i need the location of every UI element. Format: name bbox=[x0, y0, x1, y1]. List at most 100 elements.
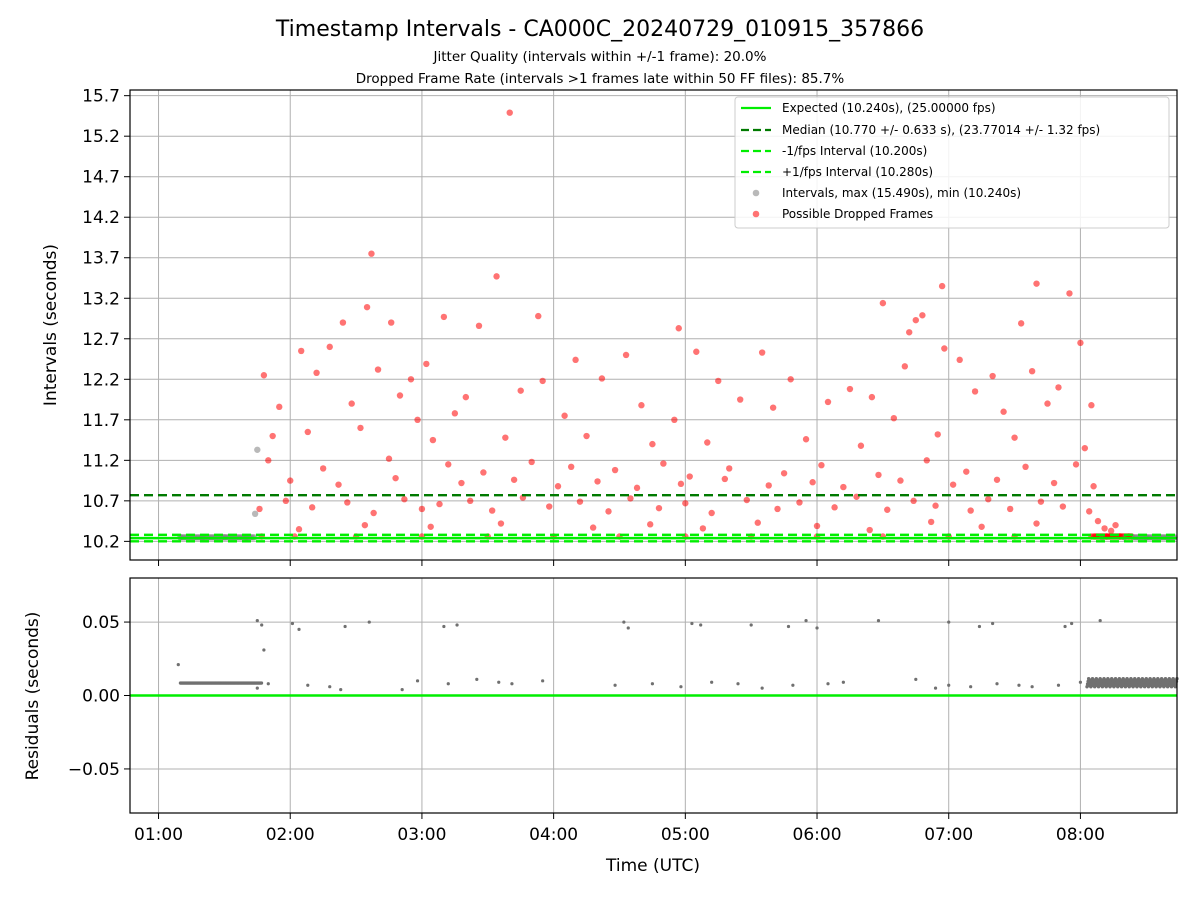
undefined-series-1-point bbox=[971, 388, 979, 395]
undefined-xtick-label: 04:00 bbox=[529, 825, 578, 845]
undefined-series-0-point bbox=[710, 680, 714, 684]
undefined-series-0-point bbox=[914, 677, 918, 681]
undefined-series-1-point bbox=[1037, 498, 1045, 505]
undefined-series-1-point bbox=[866, 526, 873, 534]
undefined-series-0-point bbox=[297, 627, 301, 632]
undefined-series-1-point bbox=[467, 497, 474, 505]
undefined-series-1-point bbox=[840, 483, 847, 491]
undefined-series-1-point bbox=[627, 495, 634, 502]
undefined-series-1-point bbox=[361, 521, 369, 529]
undefined-series-1-point bbox=[1033, 280, 1040, 287]
undefined-series-0-point bbox=[254, 446, 261, 453]
undefined-xtick-label: 01:00 bbox=[134, 825, 183, 845]
undefined-series-1-point bbox=[1066, 290, 1073, 297]
undefined-series-1-point bbox=[638, 402, 645, 409]
undefined-series-1-point bbox=[1033, 520, 1040, 527]
undefined-series-1-point bbox=[726, 465, 733, 472]
undefined-series-1-point bbox=[1088, 402, 1095, 409]
undefined-series-1-point bbox=[401, 496, 408, 503]
undefined-series-1-point bbox=[1081, 444, 1089, 452]
undefined-series-1-point bbox=[304, 428, 311, 436]
undefined-series-1-point bbox=[475, 322, 483, 330]
undefined-series-0-point bbox=[876, 618, 881, 623]
undefined-series-1-point bbox=[1107, 527, 1115, 535]
undefined-series-1-point bbox=[993, 476, 1001, 483]
undefined-series-1-point bbox=[754, 519, 761, 526]
undefined-series-1-point bbox=[704, 439, 711, 446]
undefined-series-1-point bbox=[414, 416, 421, 424]
undefined-series-1-point bbox=[787, 376, 794, 383]
undefined-series-1-point bbox=[480, 469, 487, 476]
undefined-series-1-point bbox=[589, 524, 597, 531]
residuals-points bbox=[176, 618, 1179, 692]
undefined-series-0-point bbox=[266, 682, 270, 686]
undefined-series-0-point bbox=[1017, 683, 1021, 687]
undefined-series-1-point bbox=[539, 377, 546, 385]
undefined-series-1-point bbox=[682, 500, 689, 507]
legend: Expected (10.240s), (25.00000 fps) Media… bbox=[734, 96, 1170, 229]
undefined-series-1-point bbox=[1055, 384, 1062, 391]
undefined-series-0-point bbox=[1063, 624, 1067, 629]
undefined-series-1-point bbox=[941, 345, 948, 352]
undefined-series-0-point bbox=[991, 621, 995, 626]
undefined-series-0-point bbox=[977, 624, 982, 629]
undefined-series-0-point bbox=[786, 624, 791, 629]
residuals-baseline-point bbox=[259, 681, 264, 685]
undefined-series-1-point bbox=[912, 316, 919, 324]
undefined-series-0-point bbox=[622, 620, 626, 624]
intervals-plot: 10.2 10.7 11.2 11.7 12.2 12.7 13.2 13.7 14.2 14.7… bbox=[41, 87, 1178, 566]
undefined-series-1-point bbox=[708, 509, 715, 517]
undefined-series-1-point bbox=[276, 403, 283, 411]
undefined-series-0-point bbox=[343, 624, 347, 629]
legend-median-label: Median (10.770 +/- 0.633 s), (23.77014 +… bbox=[782, 123, 1100, 137]
undefined-series-1-point bbox=[1101, 525, 1108, 532]
undefined-series-0-point bbox=[969, 685, 973, 689]
undefined-series-1-point bbox=[308, 504, 316, 511]
undefined-series-1-point bbox=[868, 393, 876, 401]
undefined-series-1-point bbox=[677, 480, 685, 488]
undefined-series-1-point bbox=[561, 412, 568, 419]
undefined-series-1-point bbox=[535, 312, 542, 320]
undefined-series-1-point bbox=[934, 431, 941, 438]
undefined-series-1-point bbox=[910, 497, 917, 505]
undefined-series-1-point bbox=[769, 404, 777, 411]
undefined-series-1-point bbox=[897, 477, 904, 484]
undefined-series-1-point bbox=[298, 347, 305, 355]
undefined-series-1-point bbox=[396, 392, 404, 399]
undefined-series-1-point bbox=[357, 424, 364, 432]
undefined-series-0-point bbox=[826, 682, 830, 686]
undefined-series-1-point bbox=[319, 465, 327, 472]
x-axis-label: Time (UTC) bbox=[605, 856, 700, 876]
undefined-series-0-point bbox=[260, 623, 264, 627]
residuals-ticks: 0.05 0.00 −0.05 01:00 02:00 03:00 04:00 05:00 06… bbox=[68, 613, 1105, 845]
undefined-series-1-point bbox=[671, 416, 678, 424]
undefined-series-1-point bbox=[989, 372, 996, 380]
undefined-series-1-point bbox=[622, 351, 630, 359]
undefined-series-0-point bbox=[760, 686, 764, 690]
undefined-ytick-label: 15.7 bbox=[82, 87, 120, 107]
undefined-series-1-point bbox=[879, 299, 887, 307]
undefined-xtick-label: 08:00 bbox=[1056, 825, 1105, 845]
undefined-series-1-point bbox=[429, 436, 437, 444]
undefined-ytick-label: −0.05 bbox=[68, 760, 120, 780]
undefined-series-1-point bbox=[1072, 461, 1080, 468]
undefined-xtick-label: 06:00 bbox=[793, 825, 842, 845]
undefined-ytick-label: 14.2 bbox=[82, 208, 120, 228]
undefined-ytick-label: 13.7 bbox=[82, 249, 120, 269]
undefined-series-0-point bbox=[947, 683, 951, 687]
undefined-ytick-label: 15.2 bbox=[82, 127, 120, 147]
undefined-ytick-label: 0.05 bbox=[82, 613, 120, 633]
intervals-ticks: 10.2 10.7 11.2 11.7 12.2 12.7 13.2 13.7 14.2 14.7… bbox=[82, 87, 1081, 566]
undefined-series-0-point bbox=[306, 683, 310, 687]
undefined-series-1-point bbox=[647, 521, 654, 528]
undefined-series-1-point bbox=[949, 481, 957, 488]
undefined-series-1-point bbox=[440, 313, 448, 321]
undefined-series-1-point bbox=[497, 520, 505, 527]
undefined-series-1-point bbox=[890, 414, 898, 422]
undefined-series-0-point bbox=[1056, 683, 1061, 687]
undefined-series-1-point bbox=[385, 455, 393, 462]
undefined-series-1-point bbox=[445, 461, 452, 468]
undefined-series-1-point bbox=[502, 434, 509, 441]
undefined-series-0-point bbox=[255, 686, 259, 690]
